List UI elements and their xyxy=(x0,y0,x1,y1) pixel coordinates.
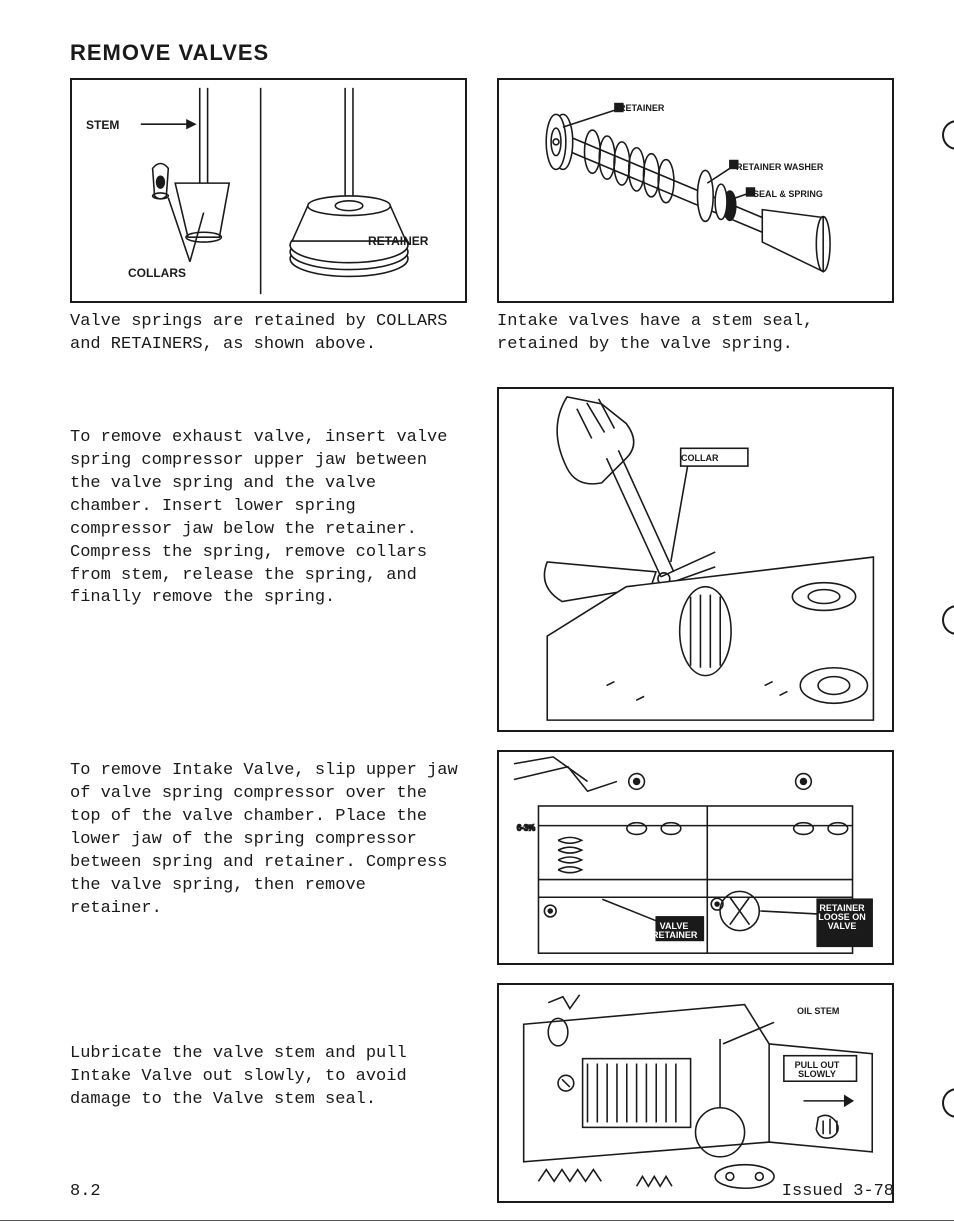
col-fig3: COLLAR xyxy=(497,387,894,732)
col-para3: Lubricate the valve stem and pull Intake… xyxy=(70,983,467,1112)
paragraph-intake: To remove Intake Valve, slip upper jaw o… xyxy=(70,760,467,921)
label-pull-out: PULL OUT SLOWLY xyxy=(785,1061,849,1079)
label-retainer2: RETAINER xyxy=(619,103,664,113)
col-fig4: 6·3⅝ xyxy=(497,750,894,965)
punch-hole-top xyxy=(942,120,954,150)
col-fig2: RETAINER RETAINER WASHER SEAL & SPRING I… xyxy=(497,78,894,357)
caption-fig2: Intake valves have a stem seal, retained… xyxy=(497,311,894,357)
figure-collars-retainers: STEM COLLARS RETAINER xyxy=(70,78,467,303)
label-oil-stem: OIL STEM xyxy=(797,1007,839,1016)
row-exhaust: To remove exhaust valve, insert valve sp… xyxy=(70,387,894,732)
figure-retainer-loose: 6·3⅝ xyxy=(497,750,894,965)
page-number: 8.2 xyxy=(70,1182,101,1201)
label-collars: COLLARS xyxy=(128,266,186,280)
label-retainer1: RETAINER xyxy=(368,234,428,248)
svg-text:6·3⅝: 6·3⅝ xyxy=(517,823,535,832)
caption-fig1: Valve springs are retained by COLLARS an… xyxy=(70,311,467,357)
paragraph-lubricate: Lubricate the valve stem and pull Intake… xyxy=(70,1043,467,1112)
figure-compressor: COLLAR xyxy=(497,387,894,732)
col-para1: To remove exhaust valve, insert valve sp… xyxy=(70,387,467,611)
row-figures-top: STEM COLLARS RETAINER Valve springs are … xyxy=(70,78,894,357)
label-retainer-loose: RETAINER LOOSE ON VALVE xyxy=(815,904,869,931)
row-intake: To remove Intake Valve, slip upper jaw o… xyxy=(70,750,894,965)
label-collar: COLLAR xyxy=(681,453,719,463)
figure-intake-seal: RETAINER RETAINER WASHER SEAL & SPRING xyxy=(497,78,894,303)
col-fig5: OIL STEM PULL OUT SLOWLY xyxy=(497,983,894,1203)
paragraph-exhaust: To remove exhaust valve, insert valve sp… xyxy=(70,427,467,611)
section-title: REMOVE VALVES xyxy=(70,40,894,66)
label-retainer-washer: RETAINER WASHER xyxy=(736,162,823,172)
row-lubricate: Lubricate the valve stem and pull Intake… xyxy=(70,983,894,1203)
label-seal-spring: SEAL & SPRING xyxy=(753,189,823,199)
col-fig1: STEM COLLARS RETAINER Valve springs are … xyxy=(70,78,467,357)
bottom-rule xyxy=(0,1220,954,1221)
punch-hole-bottom xyxy=(942,1088,954,1118)
figure-pull-out: OIL STEM PULL OUT SLOWLY xyxy=(497,983,894,1203)
punch-hole-mid xyxy=(942,605,954,635)
page-footer: 8.2 Issued 3-78 xyxy=(70,1182,894,1201)
label-valve-retainer: VALVE RETAINER xyxy=(652,922,696,940)
label-stem: STEM xyxy=(86,118,119,132)
issued-date: Issued 3-78 xyxy=(782,1182,894,1201)
col-para2: To remove Intake Valve, slip upper jaw o… xyxy=(70,750,467,921)
